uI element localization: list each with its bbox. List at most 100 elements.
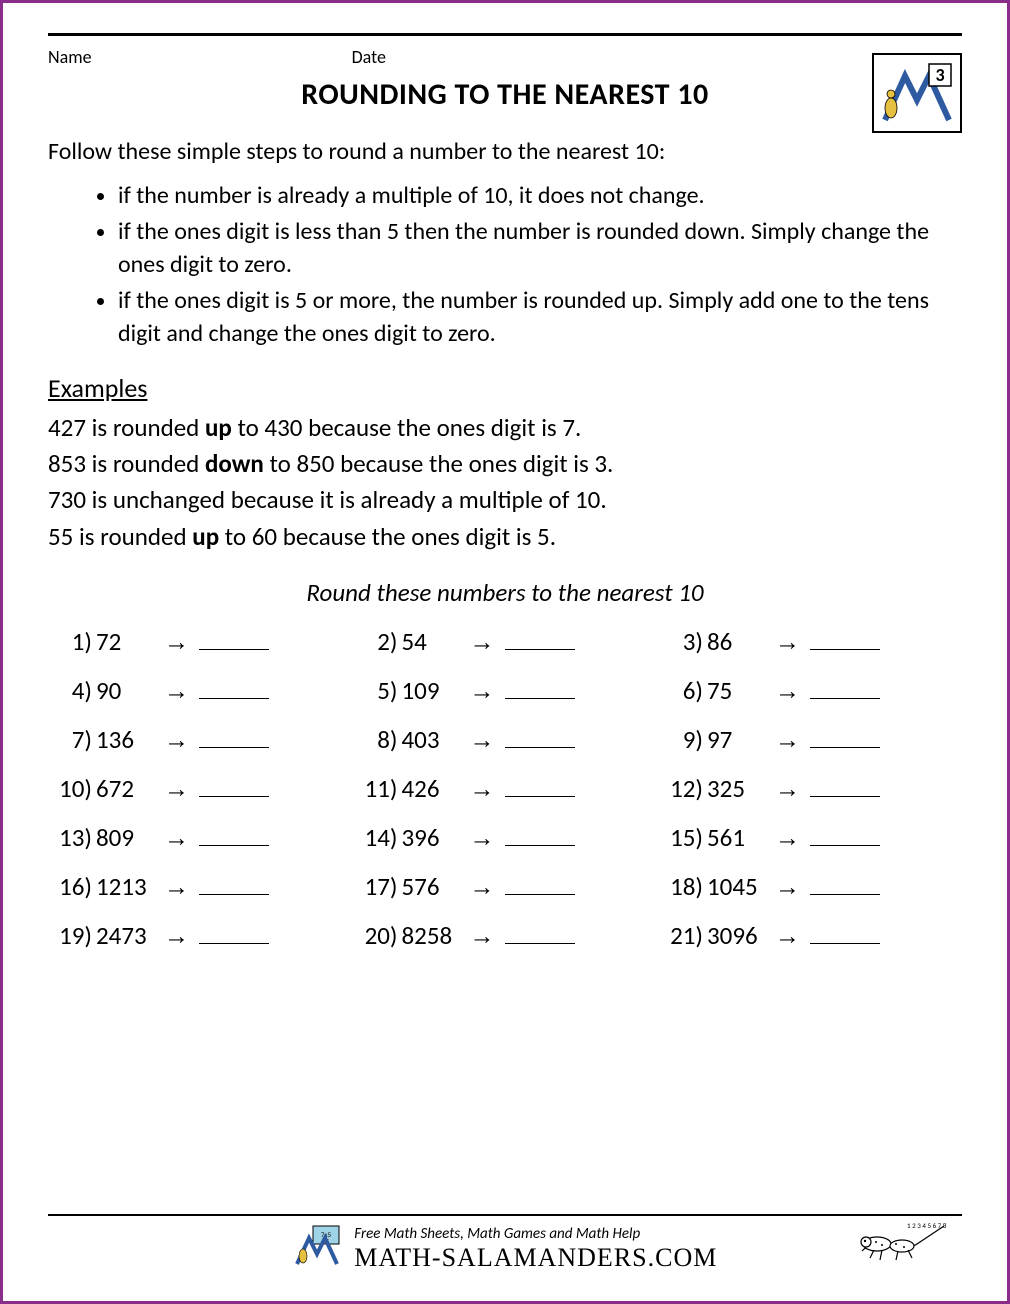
- problem-value: 90: [96, 675, 158, 706]
- worksheet-title: ROUNDING TO THE NEAREST 10: [48, 76, 962, 113]
- arrow-icon: →: [164, 628, 189, 657]
- problem-number: 21): [663, 920, 703, 951]
- answer-blank[interactable]: [505, 775, 575, 797]
- answer-blank[interactable]: [199, 677, 269, 699]
- problem-value: 8258: [402, 920, 464, 951]
- problem-value: 561: [707, 822, 769, 853]
- problem-value: 109: [402, 675, 464, 706]
- problem-item: 12) 325→: [663, 773, 958, 804]
- answer-blank[interactable]: [199, 775, 269, 797]
- problem-number: 15): [663, 822, 703, 853]
- problem-value: 1045: [707, 871, 769, 902]
- arrow-icon: →: [470, 677, 495, 706]
- problem-item: 19) 2473→: [52, 920, 347, 951]
- problem-item: 20) 8258→: [358, 920, 653, 951]
- problem-number: 11): [358, 773, 398, 804]
- grade-number: 3: [935, 64, 944, 86]
- problem-number: 19): [52, 920, 92, 951]
- problem-item: 11) 426→: [358, 773, 653, 804]
- problem-value: 86: [707, 626, 769, 657]
- answer-blank[interactable]: [810, 726, 880, 748]
- grade-logo: 3: [872, 53, 962, 133]
- problem-item: 6) 75→: [663, 675, 958, 706]
- footer-rule: [48, 1214, 962, 1216]
- answer-blank[interactable]: [810, 873, 880, 895]
- answer-blank[interactable]: [810, 775, 880, 797]
- arrow-icon: →: [164, 775, 189, 804]
- answer-blank[interactable]: [505, 677, 575, 699]
- problem-value: 97: [707, 724, 769, 755]
- problem-row: 4) 90→5) 109→6) 75→: [52, 675, 958, 706]
- example-line: 853 is rounded down to 850 because the o…: [48, 446, 962, 482]
- answer-blank[interactable]: [199, 922, 269, 944]
- answer-blank[interactable]: [505, 873, 575, 895]
- top-rule: [48, 33, 962, 36]
- problem-number: 9): [663, 724, 703, 755]
- arrow-icon: →: [775, 677, 800, 706]
- problem-row: 13) 809→14) 396→15) 561→: [52, 822, 958, 853]
- problem-number: 5): [358, 675, 398, 706]
- problem-value: 2473: [96, 920, 158, 951]
- instruction-list: if the number is already a multiple of 1…: [118, 180, 962, 350]
- problem-item: 2) 54→: [358, 626, 653, 657]
- arrow-icon: →: [775, 873, 800, 902]
- problem-value: 396: [402, 822, 464, 853]
- arrow-icon: →: [470, 873, 495, 902]
- problem-number: 18): [663, 871, 703, 902]
- problem-value: 672: [96, 773, 158, 804]
- problem-value: 75: [707, 675, 769, 706]
- answer-blank[interactable]: [505, 824, 575, 846]
- arrow-icon: →: [470, 824, 495, 853]
- arrow-icon: →: [775, 726, 800, 755]
- answer-blank[interactable]: [810, 922, 880, 944]
- answer-blank[interactable]: [810, 824, 880, 846]
- problem-number: 10): [52, 773, 92, 804]
- arrow-icon: →: [164, 726, 189, 755]
- arrow-icon: →: [775, 824, 800, 853]
- problem-row: 10) 672→11) 426→12) 325→: [52, 773, 958, 804]
- bullet-item: if the ones digit is 5 or more, the numb…: [118, 285, 962, 350]
- problem-value: 72: [96, 626, 158, 657]
- problem-item: 10) 672→: [52, 773, 347, 804]
- problem-value: 1213: [96, 871, 158, 902]
- problem-value: 426: [402, 773, 464, 804]
- arrow-icon: →: [164, 873, 189, 902]
- example-line: 730 is unchanged because it is already a…: [48, 482, 962, 518]
- answer-blank[interactable]: [199, 873, 269, 895]
- arrow-icon: →: [470, 922, 495, 951]
- problem-number: 14): [358, 822, 398, 853]
- header-row: Name Date: [48, 46, 962, 68]
- arrow-icon: →: [164, 677, 189, 706]
- intro-text: Follow these simple steps to round a num…: [48, 137, 962, 166]
- footer-tagline: Free Math Sheets, Math Games and Math He…: [354, 1225, 640, 1243]
- problem-item: 7) 136→: [52, 724, 347, 755]
- problem-value: 54: [402, 626, 464, 657]
- bullet-item: if the number is already a multiple of 1…: [118, 180, 962, 212]
- examples-heading: Examples: [48, 372, 962, 404]
- problem-row: 16) 1213→17) 576→18) 1045→: [52, 871, 958, 902]
- problem-row: 19) 2473→20) 8258→21) 3096→: [52, 920, 958, 951]
- problem-item: 18) 1045→: [663, 871, 958, 902]
- arrow-icon: →: [164, 922, 189, 951]
- problem-row: 7) 136→8) 403→9) 97→: [52, 724, 958, 755]
- problem-item: 13) 809→: [52, 822, 347, 853]
- arrow-icon: →: [470, 628, 495, 657]
- problem-row: 1) 72→2) 54→3) 86→: [52, 626, 958, 657]
- problem-item: 4) 90→: [52, 675, 347, 706]
- problem-item: 14) 396→: [358, 822, 653, 853]
- answer-blank[interactable]: [505, 922, 575, 944]
- answer-blank[interactable]: [810, 628, 880, 650]
- answer-blank[interactable]: [505, 726, 575, 748]
- answer-blank[interactable]: [505, 628, 575, 650]
- problem-number: 6): [663, 675, 703, 706]
- answer-blank[interactable]: [199, 726, 269, 748]
- answer-blank[interactable]: [810, 677, 880, 699]
- problem-number: 12): [663, 773, 703, 804]
- problems-grid: 1) 72→2) 54→3) 86→4) 90→5) 109→6) 75→7) …: [48, 626, 962, 951]
- problem-value: 403: [402, 724, 464, 755]
- footer-logo-icon: 7x5 35: [293, 1224, 343, 1273]
- salamander-icon: 1 2 3 4 5 6 7 8: [852, 1206, 952, 1266]
- problem-value: 136: [96, 724, 158, 755]
- answer-blank[interactable]: [199, 824, 269, 846]
- answer-blank[interactable]: [199, 628, 269, 650]
